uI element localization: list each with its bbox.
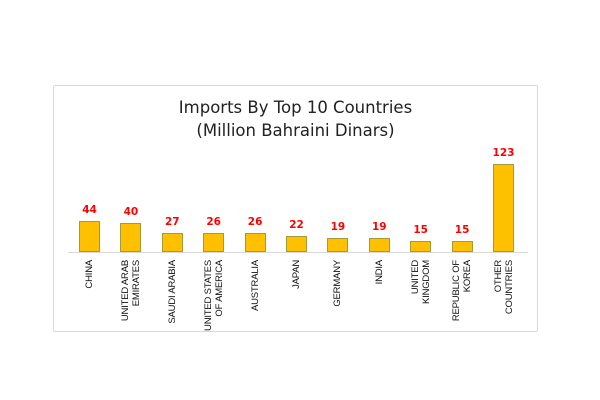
chart-frame — [53, 85, 538, 332]
category-label-line: UNITED ARAB — [119, 260, 131, 322]
data-label: 40 — [123, 206, 139, 218]
category-label-line: SAUDI ARABIA — [166, 260, 178, 324]
category-label-line: EMIRATES — [130, 260, 142, 307]
data-label: 19 — [330, 221, 346, 233]
bar — [161, 233, 183, 252]
category-label-line: KOREA — [462, 260, 474, 293]
data-label: 26 — [206, 216, 221, 228]
bar — [120, 223, 142, 252]
data-label: 15 — [413, 224, 428, 236]
category-label: CHINA — [84, 260, 95, 330]
bar — [286, 236, 307, 252]
data-label: 123 — [492, 147, 515, 159]
category-label: REPUBLIC OF KOREA — [451, 260, 473, 330]
bar — [493, 164, 514, 252]
category-label-line: UNITED STATES — [202, 260, 214, 331]
category-label: INDIA — [374, 260, 385, 330]
bar — [327, 238, 349, 252]
chart-subtitle-line: (Million Bahraini Dinars) — [196, 121, 395, 140]
x-axis-line — [68, 252, 528, 253]
category-label-line: OTHER — [492, 260, 504, 293]
category-label: GERMANY — [332, 260, 343, 330]
category-label: UNITED ARAB EMIRATES — [120, 260, 142, 330]
data-label: 22 — [289, 219, 304, 231]
category-label: OTHER COUNTRIES — [493, 260, 515, 330]
category-label-line: AUSTRALIA — [249, 260, 261, 311]
bar — [203, 233, 225, 252]
category-label: JAPAN — [291, 260, 302, 330]
category-label: SAUDI ARABIA — [167, 260, 178, 330]
category-label: UNITED STATES OF AMERICA — [202, 260, 225, 331]
bar — [244, 233, 266, 252]
category-label-line: REPUBLIC OF — [451, 260, 463, 322]
bar — [368, 238, 390, 252]
bar — [410, 241, 432, 252]
category-label-line: OF AMERICA — [213, 260, 225, 317]
category-label-line: INDIA — [373, 260, 385, 285]
chart-title: Imports By Top 10 Countries (Million Bah… — [53, 96, 538, 142]
data-label: 26 — [247, 216, 263, 228]
data-label: 44 — [82, 204, 97, 216]
data-label: 19 — [371, 221, 387, 233]
category-label-line: JAPAN — [291, 260, 302, 289]
data-label: 27 — [164, 216, 180, 228]
data-label: 15 — [454, 224, 470, 236]
category-label-line: KINGDOM — [420, 260, 432, 304]
category-label: UNITED KINGDOM — [410, 260, 432, 330]
chart-title-line: Imports By Top 10 Countries — [178, 98, 413, 117]
category-label-line: COUNTRIES — [503, 260, 515, 315]
category-label-line: UNITED — [409, 260, 421, 295]
category-label-line: GERMANY — [332, 260, 344, 307]
category-label: AUSTRALIA — [250, 260, 261, 330]
bar — [451, 241, 473, 252]
category-label-line: CHINA — [84, 260, 95, 289]
bar — [79, 221, 100, 252]
